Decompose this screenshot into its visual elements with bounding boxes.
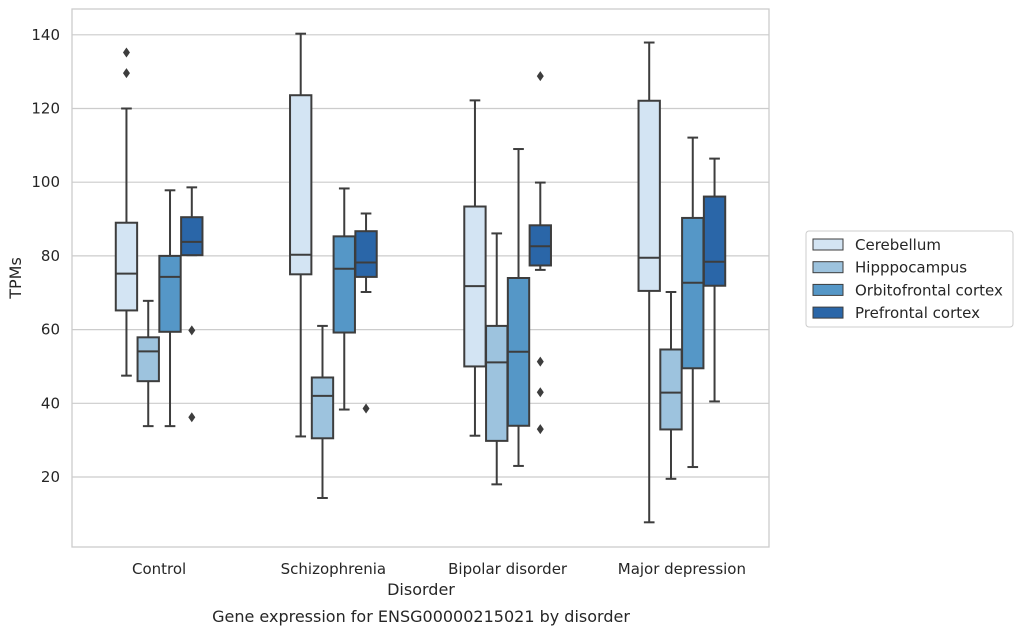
box-body — [289, 94, 313, 276]
box-body — [114, 221, 139, 312]
legend-swatch — [812, 238, 844, 251]
box-body — [702, 195, 727, 287]
y-tick-labels: 20 40 60 80 100 120 140 — [31, 26, 60, 486]
outlier-marker — [536, 71, 544, 82]
outlier-marker — [536, 356, 544, 367]
box-body — [180, 216, 204, 257]
y-axis-label: TPMs — [6, 257, 25, 300]
box-body — [681, 216, 705, 370]
x-tick-labels: Control Schizophrenia Bipolar disorder Majo… — [132, 560, 746, 578]
outlier-marker — [362, 403, 370, 414]
legend-entry-label: Cerebellum — [855, 236, 941, 254]
legend-entry-label: Prefrontal cortex — [855, 304, 980, 322]
box-cerebellum — [289, 32, 313, 438]
box-orbitofrontal-cortex — [506, 148, 531, 467]
box-body — [659, 348, 683, 431]
box-prefrontal-cortex — [354, 212, 378, 414]
legend-frame — [805, 230, 1014, 328]
x-tick-label: Major depression — [618, 560, 746, 578]
box-body — [136, 336, 160, 383]
box-cerebellum — [114, 47, 139, 377]
box-orbitofrontal-cortex — [681, 136, 705, 469]
box-prefrontal-cortex — [702, 157, 727, 403]
box-body — [637, 99, 661, 292]
legend-swatch — [812, 261, 844, 274]
box-prefrontal-cortex — [180, 186, 204, 423]
outlier-marker — [122, 47, 130, 58]
y-tick-label: 40 — [41, 394, 60, 412]
y-tick-label: 80 — [41, 247, 60, 265]
x-axis-label: Disorder — [387, 580, 455, 599]
chart-title: Gene expression for ENSG00000215021 by d… — [212, 607, 630, 626]
legend-swatch — [812, 283, 844, 296]
legend: Cerebellum Hipppocampus Orbitofrontal cort… — [805, 230, 1014, 328]
y-tick-label: 60 — [41, 321, 60, 339]
outlier-marker — [536, 424, 544, 435]
box-body — [354, 230, 378, 278]
plot-frame — [71, 8, 770, 548]
y-tick-label: 20 — [41, 468, 60, 486]
legend-entry-label: Hipppocampus — [855, 259, 967, 277]
boxes — [114, 32, 727, 524]
box-hipppocampus — [659, 291, 683, 480]
y-tick-label: 140 — [31, 26, 60, 44]
outlier-marker — [188, 412, 196, 423]
box-cerebellum — [637, 41, 661, 524]
box-cerebellum — [463, 99, 487, 437]
box-hipppocampus — [485, 232, 509, 486]
legend-swatch — [812, 306, 844, 319]
box-orbitofrontal-cortex — [332, 187, 356, 411]
box-body — [332, 235, 356, 334]
box-hipppocampus — [136, 299, 160, 428]
y-tick-label: 100 — [31, 173, 60, 191]
x-tick-label: Control — [132, 560, 186, 578]
legend-entry-label: Orbitofrontal cortex — [855, 281, 1003, 299]
outlier-marker — [536, 387, 544, 398]
box-orbitofrontal-cortex — [158, 189, 182, 428]
y-tick-label: 120 — [31, 99, 60, 117]
outlier-marker — [188, 325, 196, 336]
x-tick-label: Bipolar disorder — [448, 560, 568, 578]
box-body — [485, 324, 509, 442]
box-body — [310, 376, 335, 440]
box-body — [158, 254, 182, 333]
x-tick-label: Schizophrenia — [281, 560, 386, 578]
box-prefrontal-cortex — [528, 71, 552, 435]
box-hipppocampus — [310, 324, 335, 499]
outlier-marker — [122, 68, 130, 79]
